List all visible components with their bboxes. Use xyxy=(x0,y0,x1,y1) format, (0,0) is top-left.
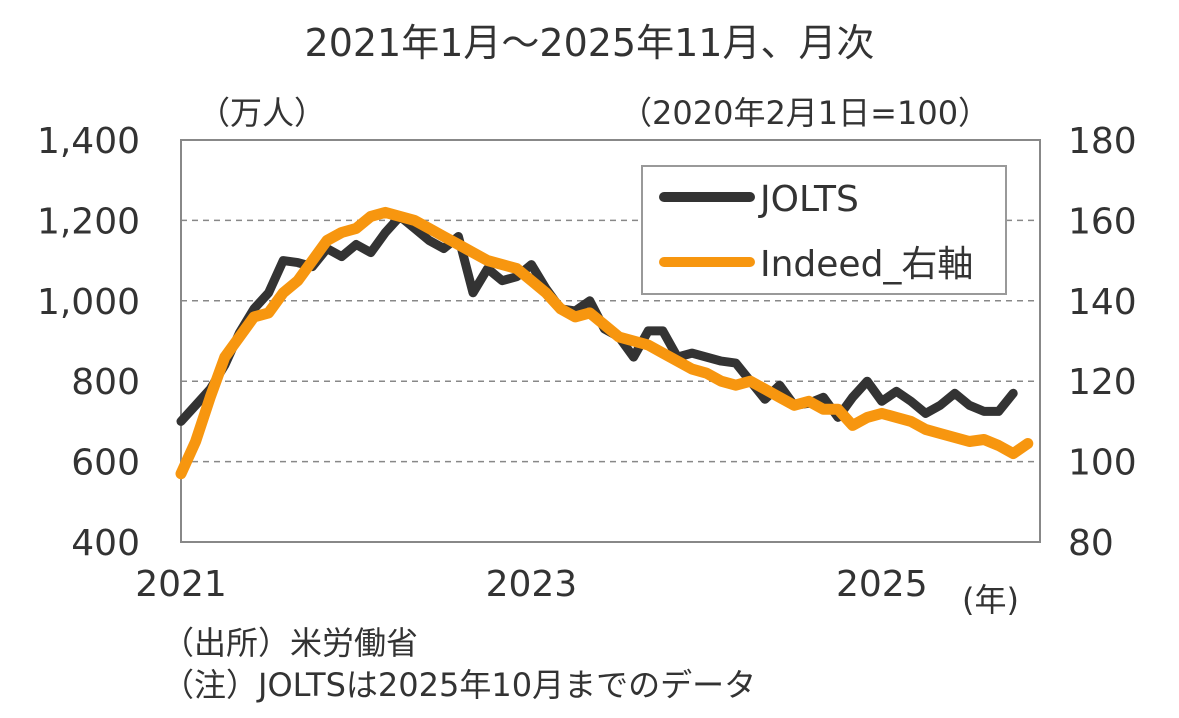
left-axis-tick: 1,400 xyxy=(37,121,140,162)
right-axis-tick: 180 xyxy=(1068,121,1137,162)
legend-label-jolts: JOLTS xyxy=(758,179,859,220)
legend-box xyxy=(641,165,1007,295)
legend: JOLTS Indeed_右軸 xyxy=(641,165,1007,295)
right-axis-tick: 140 xyxy=(1068,282,1137,323)
left-axis-tick: 1,200 xyxy=(37,201,140,242)
left-axis-tick: 400 xyxy=(71,523,140,564)
right-axis-tick: 80 xyxy=(1068,523,1114,564)
left-axis-tick: 600 xyxy=(71,443,140,484)
x-axis-tick: 2023 xyxy=(486,564,578,605)
plot-frame xyxy=(180,139,1041,543)
right-axis-tick: 100 xyxy=(1068,443,1137,484)
series-line-indeed xyxy=(175,206,1034,480)
right-axis-tick: 160 xyxy=(1068,201,1137,242)
right-axis-unit: （2020年2月1日=100） xyxy=(620,94,991,132)
x-axis-tick: 2021 xyxy=(135,564,227,605)
left-axis-tick: 1,000 xyxy=(37,282,140,323)
right-axis-tick: 120 xyxy=(1068,362,1137,403)
x-axis-tick: 2025 xyxy=(836,564,928,605)
left-axis-tick: 800 xyxy=(71,362,140,403)
left-axis-unit: （万人） xyxy=(198,94,327,132)
legend-label-indeed: Indeed_右軸 xyxy=(760,244,973,285)
chart-title: 2021年1月～2025年11月、月次 xyxy=(304,21,875,65)
footnote: （注）JOLTSは2025年10月までのデータ xyxy=(162,666,757,704)
x-axis-unit: (年) xyxy=(962,581,1019,619)
source-note: （出所）米労働省 xyxy=(162,624,419,662)
